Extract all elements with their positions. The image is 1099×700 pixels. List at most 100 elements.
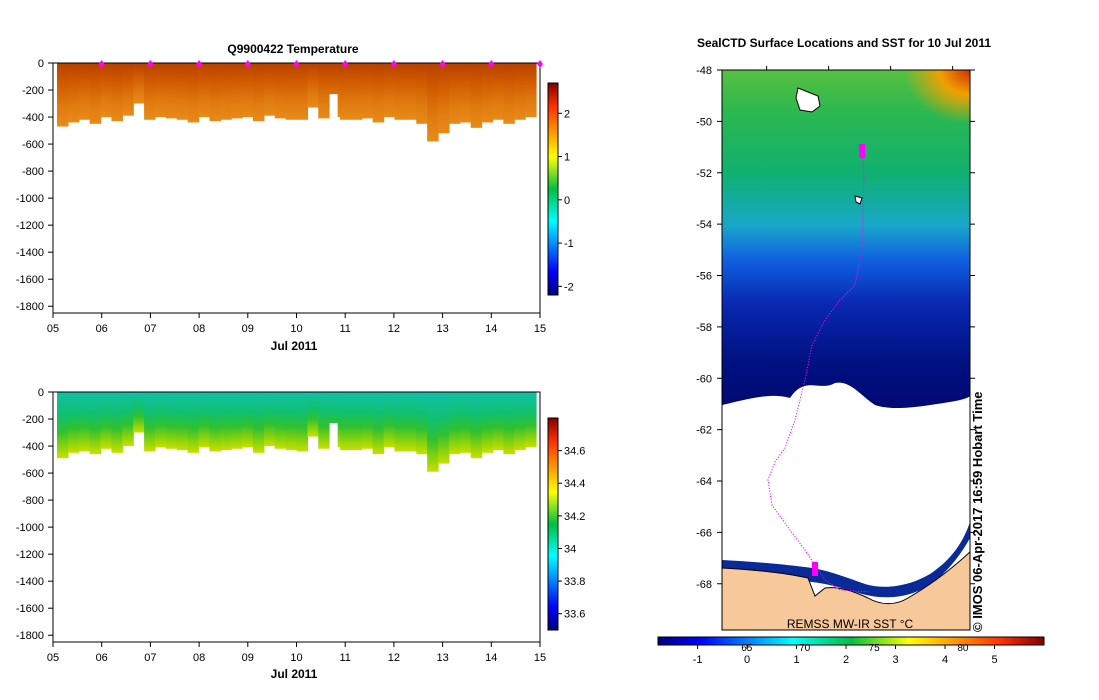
sea-ice-region <box>722 382 970 585</box>
p2-profile-column <box>438 392 450 464</box>
profile-marker <box>196 60 203 68</box>
p2-x-tick-label: 10 <box>290 652 302 664</box>
p2-y-tick-label: -1400 <box>16 576 44 588</box>
antarctica-land <box>722 551 970 630</box>
sst-colorbar-secondary-label: 80 <box>957 643 969 654</box>
map-lat-tick-label: -50 <box>696 116 712 128</box>
p2-colorbar-tick-label: 34.4 <box>564 478 585 490</box>
p1-x-tick-label: 06 <box>96 323 108 335</box>
island-north <box>795 87 821 113</box>
p2-y-tick-label: -600 <box>22 468 44 480</box>
p1-profile-column <box>394 63 406 120</box>
p1-profile-column <box>503 63 515 124</box>
p1-profile-column <box>242 63 254 118</box>
map-lat-tick-label: -58 <box>696 322 712 334</box>
p1-profile-column <box>470 63 483 128</box>
salinity-section-field <box>57 392 537 472</box>
p1-x-tick-label: 13 <box>436 323 448 335</box>
p2-colorbar-tick-label: 34.6 <box>564 446 585 458</box>
p2-profile-column <box>329 392 341 448</box>
salinity-x-axis: 05 06 07 08 09 10 11 12 13 14 15 <box>47 642 546 664</box>
sst-colorbar-tick-label: 4 <box>942 654 948 666</box>
p1-profile-column <box>122 63 134 116</box>
map-lat-tick-label: -68 <box>696 579 712 591</box>
p2-profile-column <box>525 392 537 448</box>
p1-y-tick-label: -400 <box>22 112 44 124</box>
p1-profile-column <box>263 63 276 116</box>
sst-colorbar-secondary-label: 75 <box>869 643 881 654</box>
p1-profile-column <box>427 63 439 142</box>
sst-colorbar-tick-label: 1 <box>794 654 800 666</box>
p2-profile-column <box>481 392 494 453</box>
p2-colorbar-tick-label: 34.2 <box>564 511 585 523</box>
p2-y-tick-label: -1200 <box>16 549 44 561</box>
p1-profile-column <box>383 63 396 118</box>
p1-x-tick-label: 15 <box>534 323 546 335</box>
sst-annotation-box <box>778 615 928 630</box>
p2-profile-column <box>89 392 102 455</box>
p2-profile-column <box>514 392 526 451</box>
release-location-marker <box>812 562 818 576</box>
map-timestamp: © IMOS 06-Apr-2017 16:59 Hobart Time <box>970 391 985 632</box>
p1-x-tick-label: 14 <box>485 323 497 335</box>
temperature-colorbar <box>547 82 559 296</box>
p1-profile-column <box>89 63 102 124</box>
p1-profile-column <box>111 63 123 122</box>
p1-profile-column <box>307 63 319 108</box>
p2-x-tick-label: 11 <box>339 652 350 664</box>
p1-y-tick-label: -1400 <box>16 247 44 259</box>
p1-profile-column <box>340 63 352 120</box>
p1-profile-column <box>481 63 494 123</box>
p2-profile-column <box>383 392 396 448</box>
map-lat-tick-label: -64 <box>696 476 712 488</box>
current-location-marker <box>859 144 865 158</box>
p1-y-tick-label: -1800 <box>16 301 44 313</box>
p2-profile-column <box>427 392 439 472</box>
p2-profile-column <box>470 392 483 459</box>
p2-x-tick-label: 09 <box>242 652 254 664</box>
p1-profile-column <box>133 63 145 104</box>
p1-profile-column <box>67 63 80 123</box>
p2-data-gap <box>329 423 338 449</box>
p2-colorbar-tick-label: 33.6 <box>564 609 585 621</box>
p2-x-tick-label: 13 <box>436 652 448 664</box>
p2-profile-column <box>318 392 330 449</box>
p1-profile-column <box>154 63 167 118</box>
p2-profile-column <box>242 392 254 448</box>
map-lat-tick-label: -52 <box>696 168 712 180</box>
map-lat-tick-label: -54 <box>696 219 712 231</box>
p2-y-tick-label: -400 <box>22 441 44 453</box>
island-small <box>854 195 863 205</box>
p2-profile-column <box>340 392 352 451</box>
p2-profile-column <box>350 392 363 451</box>
p2-profile-column <box>78 392 91 452</box>
p2-y-tick-label: 0 <box>38 387 44 399</box>
salinity-section-plot: 0 -200 -400 -600 -800 -1000 -1200 -1400 -1600 -18… <box>16 387 586 681</box>
profile-marker <box>147 60 154 68</box>
p1-profile-column <box>57 63 69 127</box>
sst-colorbar-tick-label: 5 <box>991 654 997 666</box>
p1-profile-column <box>438 63 450 134</box>
profile-markers <box>98 60 543 68</box>
profile-marker <box>439 60 446 68</box>
p1-profile-column <box>459 63 472 123</box>
profile-marker <box>537 60 543 68</box>
p2-profile-column <box>459 392 472 453</box>
p1-colorbar-tick-label: -2 <box>564 281 574 293</box>
p2-profile-column <box>122 392 134 447</box>
p2-profile-column <box>503 392 515 455</box>
p2-profile-column <box>274 392 287 449</box>
p1-profile-column <box>514 63 526 120</box>
p1-y-tick-label: -600 <box>22 139 44 151</box>
p2-profile-column <box>100 392 113 449</box>
p2-y-tick-label: -800 <box>22 495 44 507</box>
p2-profile-column <box>165 392 178 449</box>
p2-x-tick-label: 08 <box>193 652 205 664</box>
p1-profile-column <box>187 63 200 123</box>
p1-y-tick-label: -1600 <box>16 274 44 286</box>
p1-profile-column <box>209 63 221 122</box>
p2-y-tick-label: -1000 <box>16 522 44 534</box>
p1-colorbar-tick-label: 2 <box>564 108 570 120</box>
p2-colorbar-tick-label: 34 <box>564 543 576 555</box>
temperature-section-field <box>57 63 537 142</box>
